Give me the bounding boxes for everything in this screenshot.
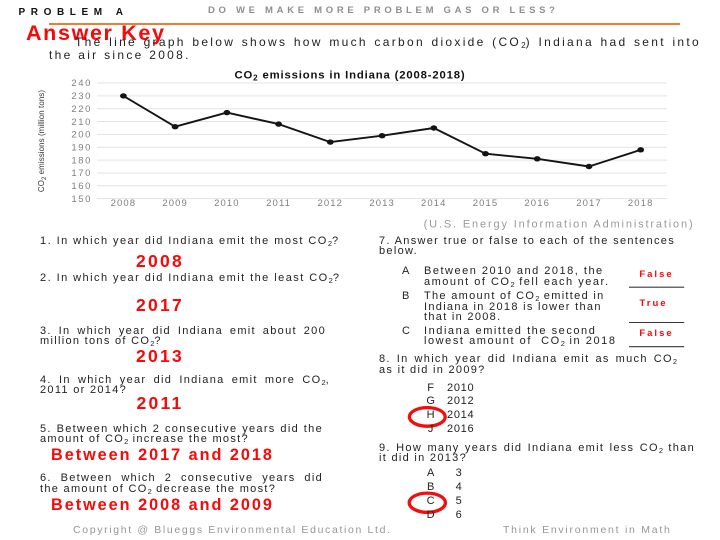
svg-text:CO2 emissions in Indiana (2008: CO2 emissions in Indiana (2008-2018)	[235, 70, 466, 83]
svg-text:2010: 2010	[214, 198, 240, 209]
svg-text:180: 180	[71, 155, 92, 166]
svg-text:2012: 2012	[318, 198, 344, 209]
svg-text:2013: 2013	[369, 198, 395, 209]
svg-text:2018: 2018	[628, 198, 654, 209]
svg-text:2016: 2016	[524, 198, 550, 209]
svg-text:2011: 2011	[266, 198, 291, 209]
svg-text:160: 160	[71, 181, 92, 192]
svg-text:200: 200	[71, 130, 92, 141]
svg-text:2017: 2017	[576, 198, 602, 209]
svg-text:2009: 2009	[162, 198, 188, 209]
svg-text:2015: 2015	[473, 198, 499, 209]
svg-text:CO2 emissions (million tons): CO2 emissions (million tons)	[37, 90, 48, 192]
svg-text:2008: 2008	[111, 198, 137, 209]
svg-text:150: 150	[71, 194, 92, 205]
svg-text:(U.S. Energy Information Admin: (U.S. Energy Information Administration)	[424, 219, 695, 231]
svg-text:210: 210	[71, 117, 92, 128]
svg-text:240: 240	[71, 78, 92, 89]
svg-text:170: 170	[71, 168, 92, 179]
svg-text:2014: 2014	[421, 198, 447, 209]
svg-text:220: 220	[71, 104, 92, 115]
svg-text:190: 190	[71, 142, 92, 153]
svg-text:230: 230	[71, 91, 92, 102]
